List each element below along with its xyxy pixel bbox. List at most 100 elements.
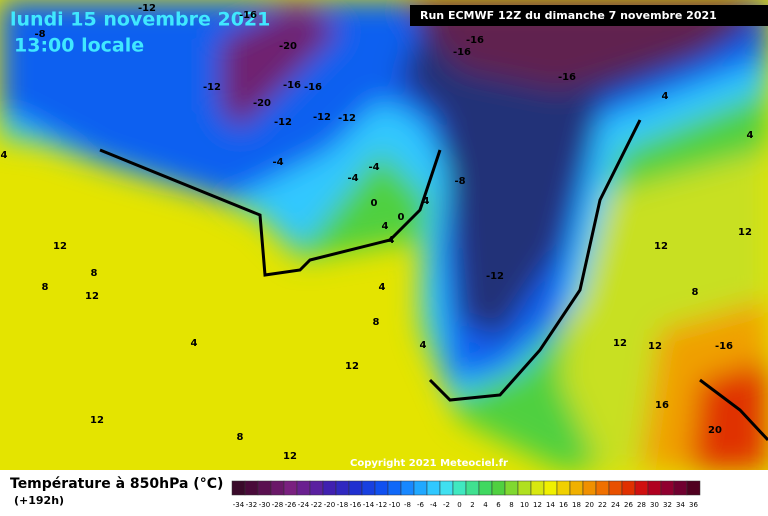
legend-title: Température à 850hPa (°C) — [10, 476, 223, 492]
scale-label: 30 — [650, 501, 659, 509]
scale-swatch — [465, 480, 480, 496]
scale-swatch — [517, 480, 532, 496]
scale-label: -18 — [337, 501, 348, 509]
scale-label: 26 — [624, 501, 633, 509]
contour-label: 4 — [423, 196, 430, 207]
contour-label: 4 — [379, 282, 386, 293]
scale-swatch — [322, 480, 337, 496]
contour-label: 12 — [90, 415, 104, 426]
scale-label: 14 — [546, 501, 555, 509]
scale-label: 18 — [572, 501, 581, 509]
scale-label: 8 — [509, 501, 513, 509]
run-box — [410, 5, 768, 26]
contour-label: -16 — [558, 72, 576, 83]
scale-label: -30 — [259, 501, 270, 509]
scale-swatch — [556, 480, 571, 496]
contour-label: 8 — [237, 432, 244, 443]
scale-swatch — [283, 480, 298, 496]
map-title: lundi 15 novembre 2021 — [10, 9, 270, 31]
scale-swatch — [660, 480, 675, 496]
scale-label: -4 — [430, 501, 438, 509]
contour-label: 12 — [613, 338, 627, 349]
scale-label: 12 — [533, 501, 542, 509]
contour-label: 0 — [371, 198, 378, 209]
scale-swatch — [361, 480, 376, 496]
scale-label: 34 — [676, 501, 685, 509]
contour-label: -16 — [283, 80, 301, 91]
scale-swatch — [244, 480, 259, 496]
scale-label: 24 — [611, 501, 620, 509]
scale-label: -20 — [324, 501, 335, 509]
scale-label: 0 — [457, 501, 461, 509]
scale-label: 10 — [520, 501, 529, 509]
contour-label: -12 — [138, 3, 156, 14]
scale-swatch — [335, 480, 350, 496]
scale-swatch — [257, 480, 272, 496]
map-field — [0, 0, 768, 470]
contour-label: 12 — [648, 341, 662, 352]
copyright: Copyright 2021 Meteociel.fr — [350, 458, 508, 469]
contour-label: 12 — [85, 291, 99, 302]
scale-label: 28 — [637, 501, 646, 509]
scale-swatch — [439, 480, 454, 496]
scale-label: 22 — [598, 501, 607, 509]
scale-swatch — [686, 480, 701, 496]
contour-label: 8 — [373, 317, 380, 328]
contour-label: -12 — [338, 113, 356, 124]
scale-swatch — [413, 480, 428, 496]
scale-label: -24 — [298, 501, 310, 509]
contour-label: -12 — [203, 82, 221, 93]
contour-label: 12 — [53, 241, 67, 252]
contour-label: -16 — [304, 82, 322, 93]
contour-label: 0 — [398, 212, 405, 223]
scale-label: 16 — [559, 501, 568, 509]
scale-swatch — [426, 480, 441, 496]
contour-label: -12 — [486, 271, 504, 282]
scale-label: -16 — [350, 501, 362, 509]
scale-label: 32 — [663, 501, 672, 509]
scale-label: 4 — [483, 501, 488, 509]
scale-label: -34 — [233, 501, 245, 509]
scale-swatch — [309, 480, 324, 496]
contour-label: 12 — [345, 361, 359, 372]
scale-swatch — [608, 480, 623, 496]
scale-label: 20 — [585, 501, 594, 509]
contour-label: -12 — [274, 117, 292, 128]
scale-label: -22 — [311, 501, 322, 509]
contour-label: 12 — [283, 451, 297, 462]
scale-swatch — [582, 480, 597, 496]
map-subtitle: 13:00 locale — [14, 35, 144, 57]
scale-swatch — [634, 480, 649, 496]
scale-swatch — [478, 480, 493, 496]
contour-label: 4 — [420, 340, 427, 351]
scale-swatch — [647, 480, 662, 496]
contour-label: -12 — [313, 112, 331, 123]
contour-label: 4 — [1, 150, 8, 161]
contour-label: -20 — [253, 98, 271, 109]
contour-label: -8 — [34, 29, 45, 40]
lead-time: (+192h) — [14, 494, 64, 507]
scale-swatch — [530, 480, 545, 496]
contour-label: 16 — [655, 400, 669, 411]
scale-label: 36 — [689, 501, 698, 509]
contour-label: -16 — [715, 341, 733, 352]
scale-swatch — [452, 480, 467, 496]
contour-label: 4 — [382, 221, 389, 232]
contour-label: -20 — [279, 41, 297, 52]
scale-label: 6 — [496, 501, 501, 509]
contour-label: 12 — [738, 227, 752, 238]
contour-label: -16 — [239, 10, 257, 21]
scale-swatch — [400, 480, 415, 496]
contour-label: -4 — [368, 162, 379, 173]
contour-label: -16 — [453, 47, 471, 58]
contour-label: 8 — [91, 268, 98, 279]
scale-swatch — [621, 480, 636, 496]
scale-label: -14 — [363, 501, 375, 509]
contour-label: 4 — [747, 130, 754, 141]
scale-label: -28 — [272, 501, 283, 509]
scale-swatch — [231, 480, 246, 496]
contour-label: 8 — [692, 287, 699, 298]
scale-label: -10 — [389, 501, 400, 509]
scale-swatch — [387, 480, 402, 496]
contour-label: -4 — [347, 173, 358, 184]
